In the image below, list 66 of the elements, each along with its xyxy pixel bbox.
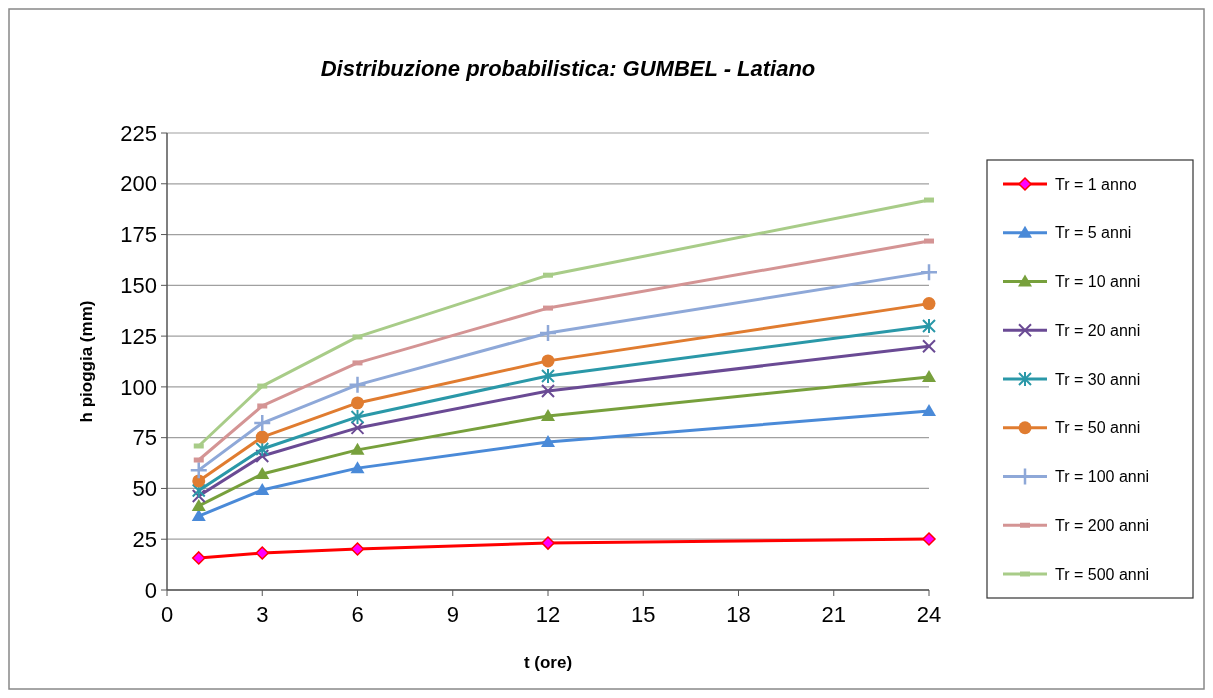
y-tick-label: 25: [132, 526, 157, 552]
x-tick-label: 21: [821, 602, 846, 627]
point: [350, 408, 365, 425]
point: [919, 262, 939, 282]
y-tick-label: 150: [120, 273, 157, 299]
point: [189, 460, 208, 480]
legend-label: Tr = 5 anni: [1055, 224, 1132, 242]
point: [541, 408, 555, 421]
point: [255, 430, 269, 444]
point: [541, 354, 555, 368]
point: [350, 461, 365, 474]
x-tick-label: 12: [535, 602, 561, 627]
point: [255, 441, 270, 458]
point: [922, 297, 936, 311]
legend-label: Tr = 30 anni: [1055, 370, 1141, 388]
x-tick-label: 15: [631, 602, 656, 627]
point: [541, 383, 555, 398]
legend-label: Tr = 50 anni: [1055, 419, 1141, 437]
y-tick-label: 125: [120, 323, 157, 349]
y-tick-label: 50: [132, 476, 157, 502]
point: [538, 323, 558, 343]
point: [191, 488, 206, 503]
point: [350, 442, 365, 455]
point: [253, 413, 272, 433]
point: [541, 367, 555, 384]
point: [255, 483, 270, 496]
point: [192, 551, 206, 565]
x-tick-label: 9: [446, 602, 459, 627]
legend-label: Tr = 10 anni: [1055, 273, 1141, 291]
point: [192, 474, 206, 488]
legend-label: Tr = 500 anni: [1055, 565, 1150, 583]
y-tick-label: 75: [132, 425, 157, 451]
point: [191, 482, 206, 499]
point: [350, 542, 365, 556]
x-tick-label: 6: [351, 602, 364, 627]
point: [922, 369, 936, 382]
point: [922, 339, 936, 354]
y-tick-label: 175: [120, 222, 157, 248]
chart-title: Distribuzione probabilistica: GUMBEL - Latiano: [320, 56, 816, 81]
x-tick-label: 18: [726, 602, 751, 627]
point: [255, 546, 269, 560]
y-tick-label: 225: [120, 120, 157, 146]
point: [191, 509, 206, 522]
point: [922, 317, 936, 334]
point: [922, 532, 936, 546]
x-axis-title: t (ore): [523, 653, 573, 672]
y-tick-label: 100: [120, 374, 157, 400]
point: [351, 396, 364, 410]
point: [922, 404, 936, 417]
legend-label: Tr = 20 anni: [1055, 321, 1141, 339]
y-tick-label: 200: [120, 171, 157, 197]
y-axis-title: h pioggia (mm): [77, 300, 96, 423]
x-tick-label: 3: [256, 602, 269, 627]
legend-label: Tr = 100 anni: [1055, 468, 1150, 486]
point: [350, 420, 365, 435]
legend-label: Tr = 200 anni: [1055, 516, 1150, 534]
x-tick-label: 0: [160, 602, 174, 627]
x-tick-label: 24: [916, 602, 942, 627]
point: [255, 448, 270, 463]
point: [348, 375, 367, 395]
y-tick-label: 0: [144, 577, 157, 603]
legend-label: Tr = 1 anno: [1055, 175, 1137, 193]
point: [541, 434, 555, 447]
point: [191, 498, 206, 511]
point: [255, 467, 270, 480]
point: [541, 536, 555, 550]
